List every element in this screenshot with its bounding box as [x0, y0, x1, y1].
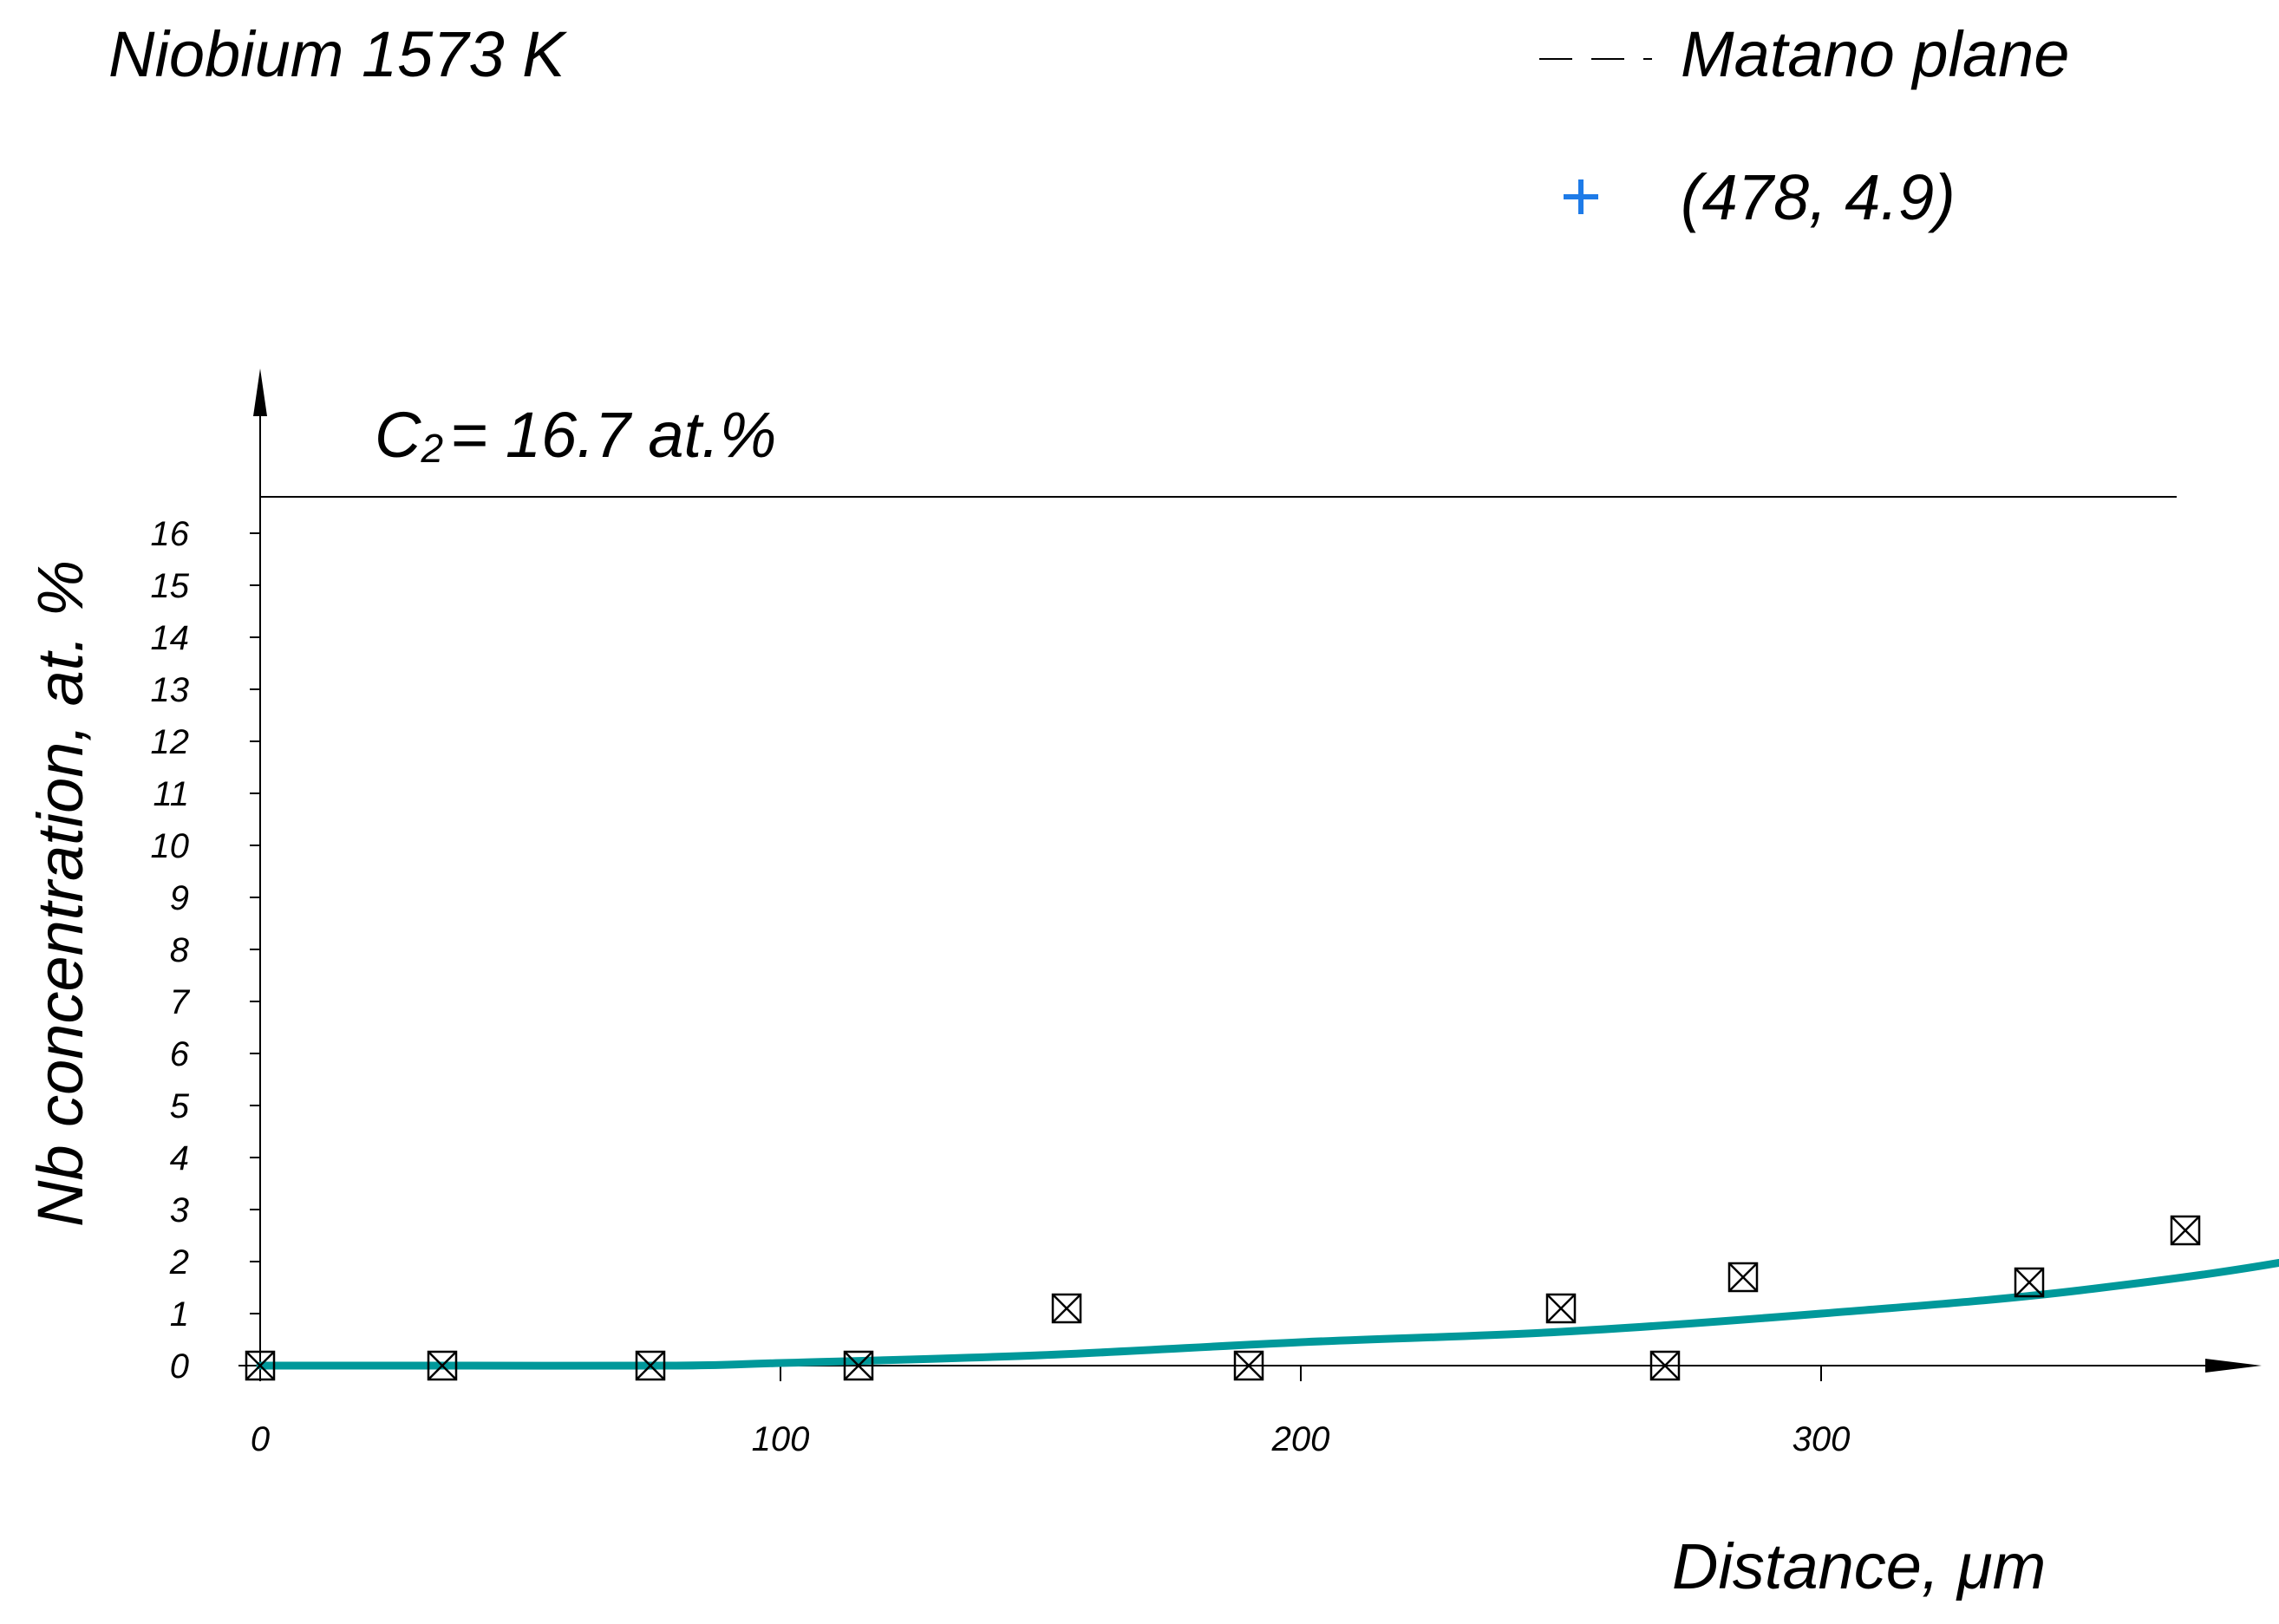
- y-tick-label: 16: [151, 515, 190, 553]
- legend-label-matano: Matano plane: [1681, 18, 2069, 90]
- y-axis-label: Nb concentration, at. %: [24, 560, 96, 1227]
- data-point-marker: [1727, 1262, 1759, 1293]
- c2-annotation-rest: = 16.7 at.%: [450, 399, 776, 471]
- y-tick-label: 0: [170, 1347, 189, 1386]
- y-tick-label: 5: [170, 1087, 190, 1125]
- data-point-marker: [1233, 1350, 1264, 1381]
- y-tick-label: 12: [151, 723, 190, 761]
- data-point-marker: [245, 1350, 276, 1381]
- legend: Matano plane (478, 4.9): [1539, 18, 2069, 233]
- y-axis-arrow-icon: [253, 368, 267, 416]
- x-tick-label: 0: [251, 1420, 270, 1458]
- y-tick-label: 6: [170, 1035, 190, 1073]
- data-markers: [245, 1215, 2201, 1381]
- data-point-marker: [427, 1350, 458, 1381]
- c2-annotation-main: C: [375, 399, 421, 471]
- y-tick-label: 14: [151, 619, 190, 657]
- y-tick-label: 10: [151, 827, 190, 865]
- x-axis-arrow-icon: [2205, 1359, 2262, 1373]
- data-point-marker: [1649, 1350, 1681, 1381]
- data-point-marker: [1051, 1293, 1082, 1324]
- y-tick-label: 11: [153, 775, 189, 813]
- data-point-marker: [635, 1350, 666, 1381]
- y-tick-label: 13: [151, 671, 190, 709]
- y-tick-label: 15: [151, 567, 190, 605]
- y-tick-label: 8: [170, 931, 190, 969]
- data-point-marker: [2014, 1267, 2045, 1298]
- x-tick-label: 200: [1271, 1420, 1330, 1458]
- c2-annotation: C2 = 16.7 at.%: [375, 399, 776, 471]
- y-tick-label: 7: [170, 983, 191, 1021]
- c2-annotation-sub: 2: [420, 426, 443, 471]
- y-tick-label: 1: [170, 1295, 189, 1334]
- y-tick-label: 3: [170, 1191, 189, 1229]
- fit-curve: [256, 1258, 2279, 1370]
- axes: [238, 368, 2262, 1373]
- y-tick-label: 2: [169, 1243, 189, 1282]
- legend-label-cross-point: (478, 4.9): [1681, 161, 1956, 233]
- y-tick-label: 4: [170, 1139, 189, 1177]
- data-point-marker: [843, 1350, 874, 1381]
- x-ticks: 0100200300400500600700: [251, 1366, 1851, 1458]
- x-tick-label: 100: [752, 1420, 810, 1458]
- y-tick-label: 9: [170, 879, 189, 917]
- data-point-marker: [1545, 1293, 1577, 1324]
- data-point-marker: [2170, 1215, 2201, 1246]
- chart-title: Niobium 1573 K: [108, 18, 568, 90]
- c2-annotation-text: C2 = 16.7 at.%: [375, 399, 776, 471]
- legend-plus-marker-icon: [1564, 179, 1598, 214]
- x-tick-label: 300: [1793, 1420, 1851, 1458]
- x-axis-label: Distance, μm: [1672, 1530, 2046, 1602]
